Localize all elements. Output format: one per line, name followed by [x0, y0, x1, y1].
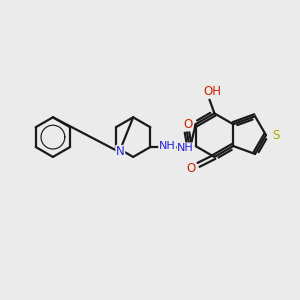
Text: S: S [272, 129, 280, 142]
Text: N: N [116, 146, 125, 158]
Text: OH: OH [203, 85, 221, 98]
Text: O: O [183, 118, 193, 131]
Text: O: O [186, 162, 195, 175]
Text: NH: NH [159, 141, 176, 151]
Text: NH: NH [177, 143, 194, 153]
